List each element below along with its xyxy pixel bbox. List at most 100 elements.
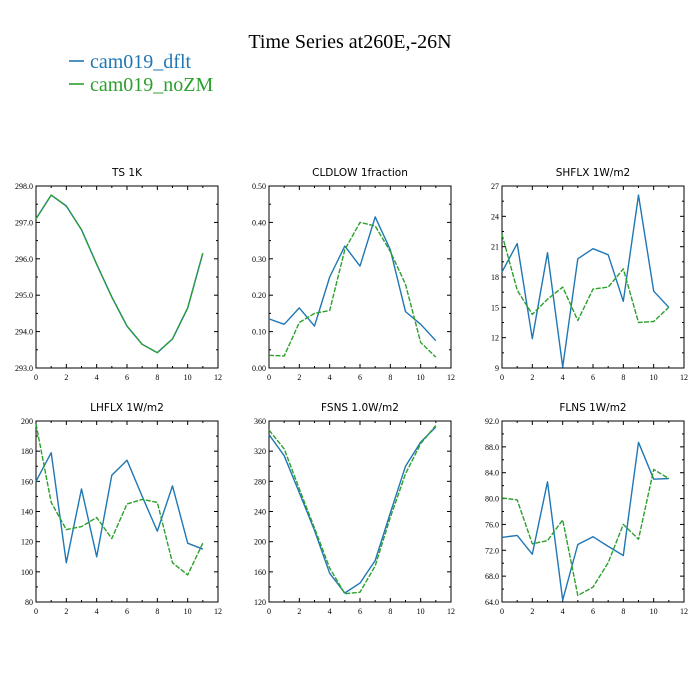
x-tick-label: 6	[591, 373, 595, 382]
x-tick-label: 6	[125, 373, 129, 382]
x-tick-label: 8	[155, 373, 159, 382]
x-tick-label: 0	[267, 607, 271, 616]
y-tick-label: 24	[491, 212, 499, 221]
y-tick-label: 360	[254, 417, 266, 426]
panel-title: FLNS 1W/m2	[559, 402, 626, 414]
y-tick-label: 100	[21, 568, 33, 577]
figure-title: Time Series at260E,-26N	[248, 31, 451, 53]
y-tick-label: 200	[21, 417, 33, 426]
y-tick-label: 0.00	[252, 364, 266, 373]
x-tick-label: 0	[500, 607, 504, 616]
y-tick-label: 88.0	[485, 443, 499, 452]
x-tick-label: 0	[34, 373, 38, 382]
y-tick-label: 140	[21, 508, 33, 517]
panel-title: TS 1K	[111, 167, 143, 179]
x-tick-label: 6	[125, 607, 129, 616]
x-tick-label: 4	[561, 607, 565, 616]
y-tick-label: 64.0	[485, 598, 499, 607]
y-tick-label: 92.0	[485, 417, 499, 426]
x-tick-label: 10	[184, 373, 192, 382]
x-tick-label: 4	[95, 373, 99, 382]
y-tick-label: 27	[491, 182, 499, 191]
y-tick-label: 200	[254, 538, 266, 547]
y-tick-label: 296.0	[15, 255, 33, 264]
panel-title: SHFLX 1W/m2	[556, 167, 631, 179]
panels: TS 1K0 2 4 6 8 10 12293.0294.0295.0296.0297.02…	[15, 167, 688, 616]
y-tick-label: 0.40	[252, 218, 266, 227]
panel-1: TS 1K 0 2 4 6 8 10 12 293.0 294.0 295.0 296.0 297.0 2…	[15, 167, 222, 382]
y-tick-label: 21	[491, 243, 499, 252]
x-tick-label: 10	[417, 373, 425, 382]
y-tick-label: 240	[254, 508, 266, 517]
panel-title: LHFLX 1W/m2	[90, 402, 164, 414]
x-tick-label: 0	[267, 373, 271, 382]
y-tick-label: 18	[491, 273, 499, 282]
series-line-nozm	[268, 221, 437, 358]
plot-frame	[35, 420, 219, 603]
y-tick-label: 320	[254, 447, 266, 456]
x-tick-label: 10	[184, 607, 192, 616]
series-line-nozm	[35, 194, 204, 354]
panel-title: CLDLOW 1fraction	[312, 167, 408, 179]
x-tick-label: 8	[388, 607, 392, 616]
x-tick-label: 12	[447, 373, 455, 382]
series-line-nozm	[268, 425, 437, 595]
x-tick-label: 2	[64, 607, 68, 616]
x-tick-label: 8	[621, 373, 625, 382]
series-line-dflt	[501, 441, 669, 601]
y-tick-label: 72.0	[485, 546, 499, 555]
legend-label-nozm: cam019_noZM	[90, 74, 214, 96]
y-tick-label: 80.0	[485, 495, 499, 504]
series-line-nozm	[35, 423, 204, 576]
x-tick-label: 8	[621, 607, 625, 616]
x-tick-label: 10	[650, 373, 658, 382]
panel-4: LHFLX 1W/m2 0 2 4 6 8 10 12 80 100 120 140 160 180 200	[21, 402, 222, 616]
y-tick-label: 9	[495, 364, 499, 373]
series-line-nozm	[501, 234, 670, 324]
y-tick-label: 293.0	[15, 364, 33, 373]
x-tick-label: 4	[328, 607, 332, 616]
panel-title: FSNS 1.0W/m2	[321, 402, 399, 414]
legend-label-dflt: cam019_dflt	[90, 51, 192, 73]
y-tick-label: 160	[254, 568, 266, 577]
x-tick-label: 6	[358, 607, 362, 616]
x-tick-label: 4	[95, 607, 99, 616]
x-tick-label: 0	[34, 607, 38, 616]
y-tick-label: 294.0	[15, 328, 33, 337]
y-tick-label: 76.0	[485, 520, 499, 529]
plot-frame	[268, 185, 452, 369]
plot-frame	[501, 420, 685, 603]
x-tick-label: 12	[680, 373, 688, 382]
x-tick-label: 10	[417, 607, 425, 616]
x-tick-label: 2	[297, 607, 301, 616]
y-tick-label: 84.0	[485, 469, 499, 478]
y-tick-label: 295.0	[15, 291, 33, 300]
x-tick-label: 12	[680, 607, 688, 616]
panel-6: FLNS 1W/m2 0 2 4 6 8 10 12 64.0 68.0 72.0 76.0 80.0 8…	[485, 402, 688, 616]
series-line-dflt	[268, 216, 437, 342]
y-tick-label: 280	[254, 477, 266, 486]
x-tick-label: 6	[591, 607, 595, 616]
x-tick-label: 12	[447, 607, 455, 616]
x-tick-label: 0	[500, 373, 504, 382]
x-tick-label: 4	[328, 373, 332, 382]
y-tick-label: 80	[25, 598, 33, 607]
y-tick-label: 180	[21, 447, 33, 456]
panel-2: CLDLOW 1fraction 0 2 4 6 8 10 12 0.00 0.10 0.20 0.3…	[252, 167, 455, 382]
y-tick-label: 12	[491, 334, 499, 343]
plot-frame	[35, 185, 219, 369]
x-tick-label: 8	[388, 373, 392, 382]
series-line-dflt	[35, 452, 204, 564]
plot-frame	[268, 420, 452, 603]
y-tick-label: 120	[254, 598, 266, 607]
series-line-nozm	[501, 468, 670, 597]
x-tick-label: 2	[64, 373, 68, 382]
y-tick-label: 15	[491, 303, 499, 312]
y-tick-label: 0.10	[252, 328, 266, 337]
legend: cam019_dflt cam019_noZM	[69, 51, 214, 96]
x-tick-label: 4	[561, 373, 565, 382]
y-tick-label: 0.20	[252, 291, 266, 300]
series-line-dflt	[268, 426, 437, 594]
